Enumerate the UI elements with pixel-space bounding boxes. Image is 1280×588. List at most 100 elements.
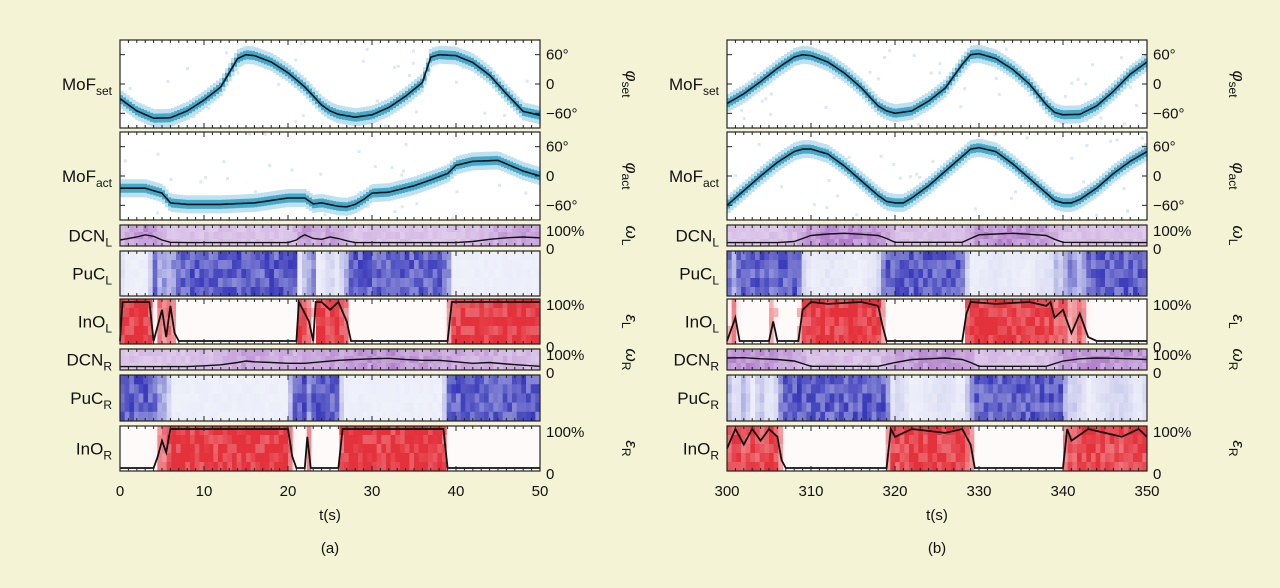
heat-cell <box>138 308 144 318</box>
heat-cell <box>493 308 499 318</box>
heat-cell <box>423 393 429 403</box>
heat-cell <box>283 363 289 371</box>
heat-cell <box>414 462 420 472</box>
heat-cell <box>423 251 429 261</box>
heat-cell <box>988 225 994 233</box>
heat-cell <box>526 349 532 357</box>
heat-cell <box>222 411 228 422</box>
heat-cell <box>456 260 462 270</box>
heat-cell <box>871 239 877 247</box>
heat-cell <box>306 232 312 240</box>
heat-cell <box>157 326 163 336</box>
heat-cell <box>456 308 462 318</box>
heat-cell <box>204 402 210 413</box>
heat-cell <box>488 435 494 445</box>
heat-cell <box>418 326 424 336</box>
heat-cell <box>484 225 490 233</box>
heat-cell <box>862 239 868 247</box>
heat-cell <box>171 349 177 357</box>
heat-cell <box>362 426 368 436</box>
heat-cell <box>465 278 471 288</box>
heat-cell <box>222 326 228 336</box>
heat-cell <box>283 308 289 318</box>
heat-cell <box>334 384 340 394</box>
heat-cell <box>334 239 340 247</box>
heat-cell <box>269 444 275 454</box>
heat-cell <box>283 426 289 436</box>
heat-cell <box>348 278 354 288</box>
heat-cell <box>493 363 499 371</box>
heat-cell <box>507 287 513 297</box>
heat-cell <box>278 335 284 345</box>
heat-cell <box>148 287 154 297</box>
heat-cell <box>470 426 476 436</box>
heat-cell <box>474 402 480 413</box>
heat-cell <box>255 363 261 371</box>
heat-cell <box>157 426 163 436</box>
heat-cell <box>362 349 368 357</box>
heat-cell <box>255 299 261 309</box>
heat-cell <box>460 260 466 270</box>
heat-speckle <box>225 176 229 180</box>
heat-cell <box>512 299 518 309</box>
heat-cell <box>974 239 980 247</box>
heat-cell <box>488 393 494 403</box>
heat-cell <box>456 335 462 345</box>
heat-cell <box>339 349 345 357</box>
heat-cell <box>334 411 340 422</box>
heat-cell <box>292 239 298 247</box>
heat-cell <box>274 393 280 403</box>
heat-cell <box>423 384 429 394</box>
heat-cell <box>386 269 392 279</box>
row-label-main: DCN <box>68 227 105 246</box>
heat-cell <box>535 444 541 454</box>
heat-cell <box>395 435 401 445</box>
heat-cell <box>222 384 228 394</box>
heat-cell <box>358 317 364 327</box>
heat-cell <box>811 239 817 247</box>
heat-cell <box>264 402 270 413</box>
heat-cell <box>208 335 214 345</box>
heat-cell <box>381 278 387 288</box>
y-tick-label: 100% <box>546 424 584 441</box>
heat-cell <box>162 462 168 472</box>
heat-cell <box>292 349 298 357</box>
heat-cell <box>418 349 424 357</box>
row-label: MoFset <box>62 75 113 98</box>
heat-speckle <box>357 150 361 154</box>
heat-cell <box>306 393 312 403</box>
heat-speckle <box>398 40 402 44</box>
heat-cell <box>236 462 242 472</box>
heat-cell <box>134 225 140 233</box>
heat-cell <box>316 299 322 309</box>
heat-cell <box>451 426 457 436</box>
heat-cell <box>348 462 354 472</box>
heat-cell <box>484 426 490 436</box>
heat-cell <box>390 308 396 318</box>
heat-cell <box>432 335 438 345</box>
heat-cell <box>432 411 438 422</box>
heat-cell <box>484 299 490 309</box>
heat-cell <box>339 299 345 309</box>
heat-cell <box>530 384 536 394</box>
heat-cell <box>334 435 340 445</box>
heat-cell <box>451 251 457 261</box>
heat-cell <box>530 317 536 327</box>
row-label-main: MoF <box>62 75 96 94</box>
heat-cell <box>965 225 971 233</box>
heat-cell <box>255 251 261 261</box>
heat-cell <box>124 260 130 270</box>
heat-cell <box>498 349 504 357</box>
heat-cell <box>400 444 406 454</box>
heat-cell <box>241 225 247 233</box>
heat-cell <box>344 326 350 336</box>
heat-cell <box>479 260 485 270</box>
row-label: InOR <box>76 440 112 463</box>
heat-cell <box>120 260 126 270</box>
heat-cell <box>283 393 289 403</box>
heat-cell <box>358 375 364 385</box>
heat-cell <box>306 335 312 345</box>
heat-cell <box>516 278 522 288</box>
heat-cell <box>171 260 177 270</box>
heat-cell <box>138 299 144 309</box>
